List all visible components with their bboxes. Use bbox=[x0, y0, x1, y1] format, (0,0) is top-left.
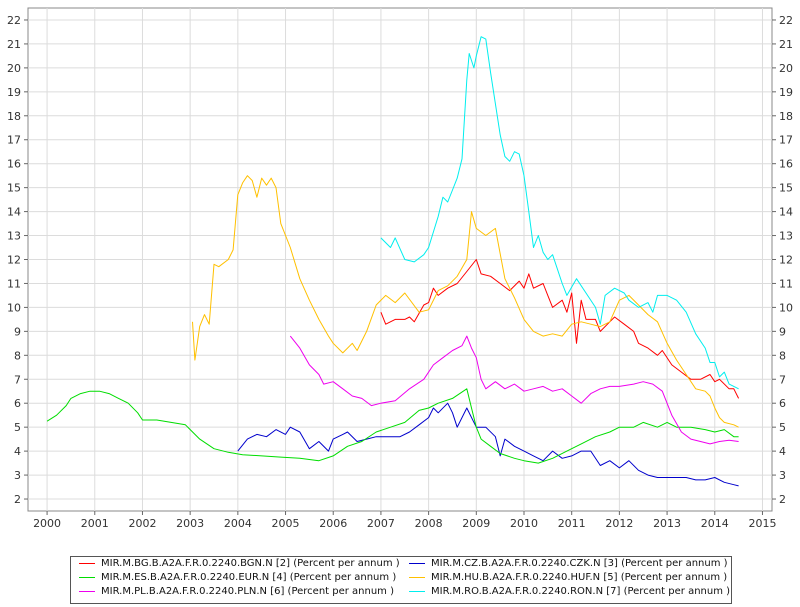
x-tick-label: 2013 bbox=[653, 517, 681, 530]
series-line-5 bbox=[289, 335, 739, 445]
x-tick-label: 2006 bbox=[319, 517, 347, 530]
y-tick-label-left: 5 bbox=[14, 421, 21, 434]
y-tick-label-left: 6 bbox=[14, 397, 21, 410]
y-tick-label-right: 2 bbox=[779, 493, 786, 506]
x-tick-label: 2008 bbox=[415, 517, 443, 530]
series-lines bbox=[46, 36, 740, 487]
legend-swatch bbox=[79, 577, 95, 578]
y-tick-label-left: 16 bbox=[7, 158, 21, 171]
y-tick-label-right: 11 bbox=[779, 277, 793, 290]
series-line-4 bbox=[192, 175, 739, 428]
x-tick-label: 2011 bbox=[558, 517, 586, 530]
y-tick-label-left: 8 bbox=[14, 349, 21, 362]
y-tick-label-right: 5 bbox=[779, 421, 786, 434]
x-tick-label: 2003 bbox=[176, 517, 204, 530]
legend-swatch bbox=[409, 577, 425, 578]
y-tick-label-left: 10 bbox=[7, 301, 21, 314]
legend-label: MIR.M.RO.B.A2A.F.R.0.2240.RON.N [7] (Per… bbox=[431, 586, 731, 597]
legend-label: MIR.M.CZ.B.A2A.F.R.0.2240.CZK.N [3] (Per… bbox=[431, 558, 728, 569]
y-tick-label-left: 17 bbox=[7, 134, 21, 147]
x-tick-label: 2015 bbox=[748, 517, 776, 530]
y-tick-label-right: 20 bbox=[779, 62, 793, 75]
legend: MIR.M.BG.B.A2A.F.R.0.2240.BGN.N [2] (Per… bbox=[70, 556, 732, 604]
y-tick-label-left: 21 bbox=[7, 38, 21, 51]
y-tick-label-right: 3 bbox=[779, 469, 786, 482]
legend-swatch bbox=[79, 563, 95, 564]
x-tick-label: 2009 bbox=[462, 517, 490, 530]
y-tick-label-right: 10 bbox=[779, 301, 793, 314]
y-tick-label-left: 22 bbox=[7, 14, 21, 27]
y-tick-label-right: 8 bbox=[779, 349, 786, 362]
x-tick-label: 2001 bbox=[81, 517, 109, 530]
y-tick-label-right: 7 bbox=[779, 373, 786, 386]
y-tick-label-left: 9 bbox=[14, 325, 21, 338]
y-tick-label-right: 22 bbox=[779, 14, 793, 27]
y-tick-label-left: 2 bbox=[14, 493, 21, 506]
y-tick-label-right: 19 bbox=[779, 86, 793, 99]
series-line-2 bbox=[237, 402, 739, 487]
series-line-3 bbox=[46, 388, 739, 464]
y-tick-label-right: 14 bbox=[779, 206, 793, 219]
y-tick-label-left: 20 bbox=[7, 62, 21, 75]
legend-label: MIR.M.ES.B.A2A.F.R.0.2240.EUR.N [4] (Per… bbox=[101, 572, 397, 583]
legend-label: MIR.M.BG.B.A2A.F.R.0.2240.BGN.N [2] (Per… bbox=[101, 558, 400, 569]
y-tick-label-right: 15 bbox=[779, 182, 793, 195]
y-tick-label-right: 6 bbox=[779, 397, 786, 410]
y-tick-label-left: 11 bbox=[7, 277, 21, 290]
x-tick-label: 2014 bbox=[701, 517, 729, 530]
y-tick-label-right: 21 bbox=[779, 38, 793, 51]
gridlines bbox=[28, 8, 772, 511]
legend-swatch bbox=[409, 563, 425, 564]
y-tick-label-left: 3 bbox=[14, 469, 21, 482]
legend-swatch bbox=[409, 591, 425, 592]
y-tick-label-left: 19 bbox=[7, 86, 21, 99]
y-tick-label-right: 17 bbox=[779, 134, 793, 147]
y-tick-label-left: 15 bbox=[7, 182, 21, 195]
series-line-1 bbox=[380, 259, 740, 399]
y-tick-label-right: 18 bbox=[779, 110, 793, 123]
y-tick-label-left: 12 bbox=[7, 254, 21, 267]
y-tick-label-left: 14 bbox=[7, 206, 21, 219]
legend-label: MIR.M.HU.B.A2A.F.R.0.2240.HUF.N [5] (Per… bbox=[431, 572, 728, 583]
y-tick-label-right: 12 bbox=[779, 254, 793, 267]
y-tick-label-right: 9 bbox=[779, 325, 786, 338]
x-tick-label: 2002 bbox=[128, 517, 156, 530]
legend-label: MIR.M.PL.B.A2A.F.R.0.2240.PLN.N [6] (Per… bbox=[101, 586, 395, 597]
y-tick-label-left: 4 bbox=[14, 445, 21, 458]
x-tick-label: 2012 bbox=[605, 517, 633, 530]
legend-swatch bbox=[79, 591, 95, 592]
y-tick-label-right: 4 bbox=[779, 445, 786, 458]
x-tick-label: 2010 bbox=[510, 517, 538, 530]
y-tick-label-right: 13 bbox=[779, 230, 793, 243]
x-tick-label: 2000 bbox=[33, 517, 61, 530]
y-tick-label-left: 18 bbox=[7, 110, 21, 123]
y-tick-label-left: 13 bbox=[7, 230, 21, 243]
series-line-6 bbox=[380, 36, 739, 390]
y-tick-label-left: 7 bbox=[14, 373, 21, 386]
x-tick-label: 2007 bbox=[367, 517, 395, 530]
x-tick-label: 2005 bbox=[272, 517, 300, 530]
x-tick-label: 2004 bbox=[224, 517, 252, 530]
y-tick-label-right: 16 bbox=[779, 158, 793, 171]
